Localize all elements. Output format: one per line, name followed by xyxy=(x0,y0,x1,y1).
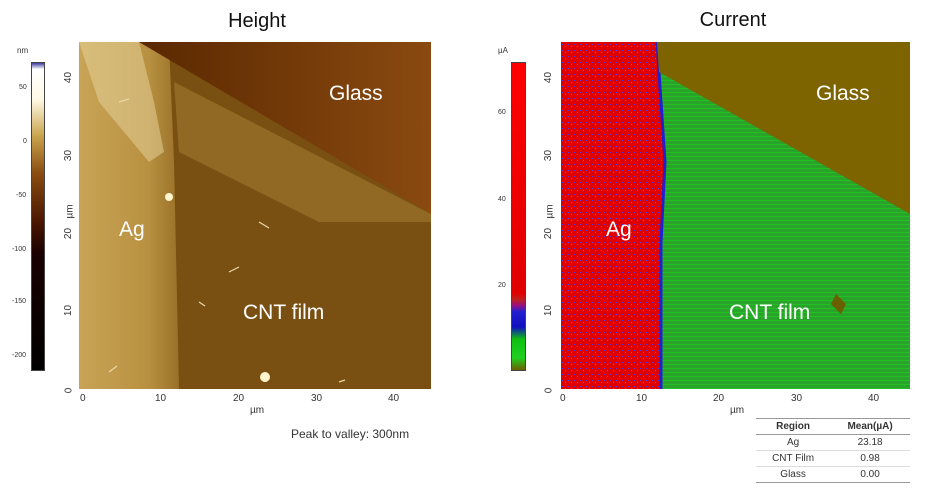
height-y-tick: 0 xyxy=(63,387,75,394)
current-label-glass: Glass xyxy=(816,82,870,105)
height-colorbar-unit: nm xyxy=(17,46,29,55)
current-colorbar-tick: 40 xyxy=(498,196,506,203)
height-y-tick: 30 xyxy=(63,149,75,162)
height-label-cnt: CNT film xyxy=(243,301,325,324)
height-colorbar-tick: -150 xyxy=(12,298,27,305)
height-panel-title: Height xyxy=(228,10,286,32)
height-y-unit: µm xyxy=(64,204,76,219)
current-y-tick: 30 xyxy=(543,149,555,162)
current-x-tick: 40 xyxy=(868,393,880,404)
height-colorbar-tick: -200 xyxy=(12,352,27,359)
height-x-tick: 10 xyxy=(155,393,167,404)
current-x-tick: 30 xyxy=(791,393,803,404)
height-colorbar-tick: -100 xyxy=(12,246,27,253)
current-y-unit: µm xyxy=(544,204,556,219)
height-x-tick: 40 xyxy=(388,393,400,404)
height-x-unit: µm xyxy=(250,405,265,416)
height-x-tick: 20 xyxy=(233,393,245,404)
stats-header-mean: Mean(µA) xyxy=(830,418,910,435)
stats-region: Glass xyxy=(756,466,831,483)
peak-to-valley-note: Peak to valley: 300nm xyxy=(291,427,410,441)
stats-header-region: Region xyxy=(756,418,831,435)
current-x-tick: 20 xyxy=(713,393,725,404)
height-y-tick: 20 xyxy=(63,227,75,240)
height-x-tick: 30 xyxy=(311,393,323,404)
current-colorbar-unit: µA xyxy=(498,46,508,55)
height-x-tick: 0 xyxy=(80,393,86,404)
stats-mean: 0.98 xyxy=(830,450,910,467)
height-colorbar-tick: 50 xyxy=(19,84,27,91)
current-map-image: Glass Ag CNT film xyxy=(561,42,910,389)
current-x-tick: 10 xyxy=(636,393,648,404)
height-y-tick: 10 xyxy=(63,304,75,317)
current-label-cnt: CNT film xyxy=(729,301,811,324)
height-colorbar-tick: -50 xyxy=(16,192,27,199)
current-panel-title: Current xyxy=(699,9,767,31)
current-label-ag: Ag xyxy=(606,218,632,241)
height-colorbar-tick: 0 xyxy=(23,138,27,145)
height-y-tick: 40 xyxy=(63,71,75,84)
height-label-glass: Glass xyxy=(329,82,383,105)
height-map-image: Glass Ag CNT film xyxy=(79,42,431,389)
stats-region: CNT Film xyxy=(756,450,831,467)
height-label-ag: Ag xyxy=(119,218,145,241)
table-row: Glass 0.00 xyxy=(756,466,910,483)
current-y-tick: 10 xyxy=(543,304,555,317)
current-colorbar-tick: 60 xyxy=(498,109,506,116)
current-stats-table: Region Mean(µA) Ag 23.18 CNT Film 0.98 G… xyxy=(756,418,910,483)
current-y-tick: 20 xyxy=(543,227,555,240)
height-colorbar xyxy=(31,62,45,371)
stats-mean: 0.00 xyxy=(830,466,910,483)
current-y-tick: 0 xyxy=(543,387,555,394)
table-row: Ag 23.18 xyxy=(756,434,910,451)
current-x-unit: µm xyxy=(730,405,745,416)
table-row: CNT Film 0.98 xyxy=(756,450,910,467)
stats-mean: 23.18 xyxy=(830,434,910,451)
current-colorbar-tick: 20 xyxy=(498,282,506,289)
current-y-tick: 40 xyxy=(543,71,555,84)
stats-region: Ag xyxy=(756,434,831,451)
current-colorbar xyxy=(511,62,526,371)
current-x-tick: 0 xyxy=(560,393,566,404)
